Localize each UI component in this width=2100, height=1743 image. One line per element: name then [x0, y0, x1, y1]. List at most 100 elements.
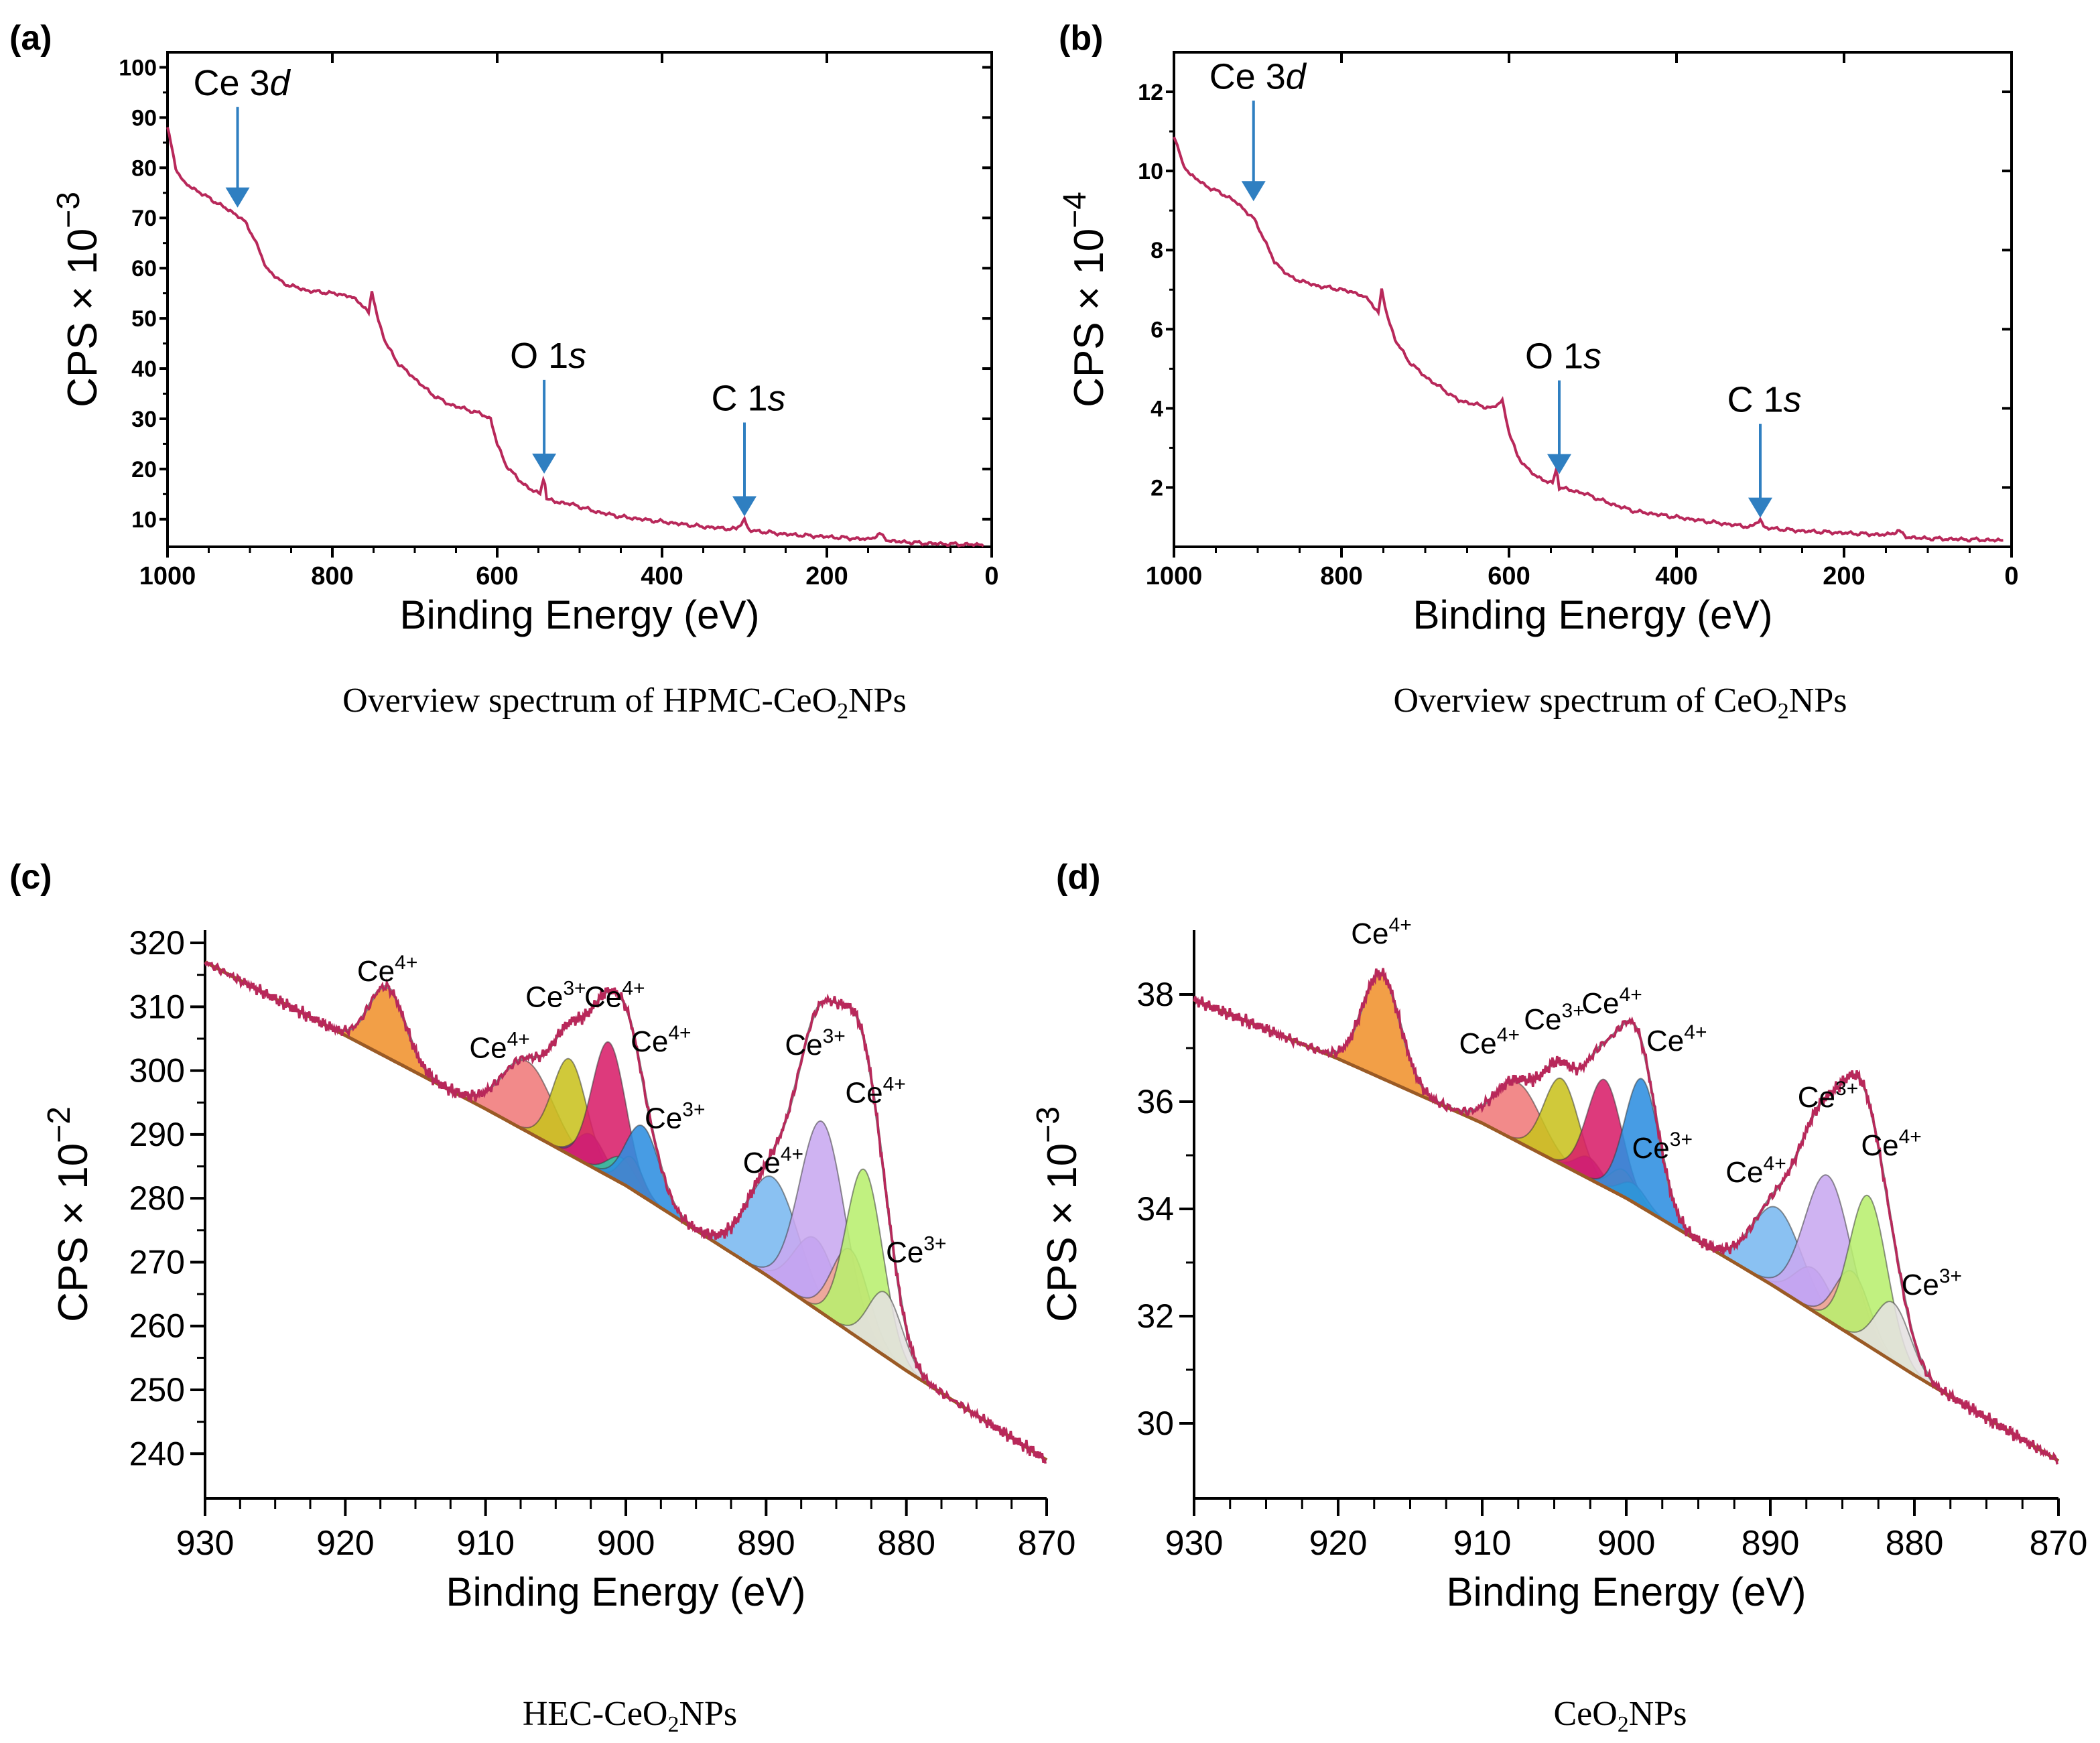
panel-a-peak-arrow-head: [532, 453, 557, 474]
panel-c-x-tick-label: 870: [1018, 1524, 1076, 1563]
panel-b-peak-label-text: Ce 3: [1209, 56, 1286, 96]
panel-d-oxidation-label-element: Ce: [1459, 1027, 1497, 1060]
panel-c-oxidation-label-charge: 3+: [923, 1232, 946, 1254]
panel-b-letter: (b): [1059, 19, 1103, 58]
panel-a-peak-label: Ce 3d: [193, 63, 291, 103]
panel-d-fit-envelope: [1193, 972, 2059, 1462]
panel-b-y-axis-label-text: CPS × 10: [1066, 229, 1112, 407]
panel-c-y-axis-label-text: CPS × 10: [50, 1143, 96, 1322]
panel-a-peak-label: C 1s: [711, 379, 785, 419]
panel-b-x-tick-label: 200: [1823, 562, 1865, 590]
panel-d-y-axis-label: CPS × 10−3: [1031, 1106, 1086, 1322]
panel-d-y-tick-label: 30: [1136, 1405, 1174, 1442]
panel-c-oxidation-label: Ce4+: [631, 1022, 691, 1058]
panel-c-oxidation-label-element: Ce: [469, 1032, 507, 1065]
panel-c-y-tick-label: 240: [129, 1435, 185, 1472]
panel-c-fit-envelope: [204, 960, 1048, 1462]
panel-a-y-tick-label: 50: [131, 306, 157, 332]
panel-d-y-axis-label-text: CPS × 10: [1039, 1143, 1086, 1322]
panel-b-x-tick-label: 800: [1320, 562, 1362, 590]
panel-c-oxidation-label-element: Ce: [845, 1076, 882, 1109]
panel-d-measured-spectrum: [1193, 968, 2059, 1465]
panel-a-peak-label: O 1s: [510, 336, 586, 376]
panel-b-y-axis-label-exponent: −4: [1057, 192, 1093, 229]
panel-c-x-axis-label: Binding Energy (eV): [446, 1569, 806, 1614]
panel-b-peak-label-orbital: d: [1286, 56, 1307, 96]
panel-c-y-axis-label-exponent: −2: [42, 1106, 77, 1143]
panel-d-oxidation-label-charge: 4+: [1684, 1021, 1707, 1043]
panel-c-oxidation-label-charge: 4+: [781, 1143, 803, 1165]
panel-c: (c) HEC-CeO2NPs 930 920 910 900 890 880 870 240…: [9, 858, 1075, 1737]
panel-b-x-tick-label: 600: [1488, 562, 1530, 590]
panel-b-peak-arrow-head: [1547, 454, 1571, 474]
panel-c-y-tick-label: 320: [129, 924, 185, 962]
panel-d-oxidation-label-element: Ce: [1861, 1129, 1898, 1162]
panel-c-oxidation-label-element: Ce: [886, 1236, 923, 1269]
panel-c-x-tick-label: 920: [316, 1524, 375, 1563]
panel-a: (a) Overview spectrum of HPMC-CeO2NPs 10…: [9, 19, 999, 724]
panel-c-y-tick-label: 250: [129, 1371, 185, 1409]
panel-b-x-tick-label: 0: [2004, 562, 2018, 590]
panel-a-peak-arrow-head: [225, 187, 250, 208]
panel-d-x-axis-label: Binding Energy (eV): [1447, 1569, 1807, 1614]
panel-a-y-tick-label: 20: [131, 457, 157, 482]
panel-d-x-tick-label: 920: [1309, 1524, 1368, 1563]
panel-a-x-tick-label: 0: [984, 562, 998, 590]
panel-d-letter: (d): [1056, 858, 1100, 897]
panel-b-peak-label-orbital: s: [1583, 336, 1601, 377]
panel-b-y-tick-label: 6: [1151, 317, 1163, 342]
panel-a-y-tick-label: 80: [131, 155, 157, 181]
panel-b-y-tick-label: 2: [1151, 475, 1163, 501]
panel-d-oxidation-label-element: Ce: [1524, 1003, 1561, 1036]
panel-c-oxidation-label-charge: 4+: [883, 1073, 906, 1095]
panel-a-x-tick-label: 400: [641, 562, 683, 590]
panel-d-oxidation-label: Ce4+: [1861, 1126, 1921, 1162]
panel-c-y-axis-label: CPS × 10−2: [42, 1106, 96, 1322]
panel-d-oxidation-label-element: Ce: [1725, 1156, 1763, 1189]
panel-d-x-tick-label: 930: [1165, 1524, 1224, 1563]
panel-a-x-axis-label: Binding Energy (eV): [400, 592, 760, 637]
panel-a-y-tick-label: 40: [131, 357, 157, 382]
panel-a-letter: (a): [9, 19, 52, 58]
panel-c-y-tick-label: 290: [129, 1116, 185, 1153]
panel-a-spectrum-line: [166, 127, 985, 547]
panel-d-oxidation-label-charge: 4+: [1899, 1126, 1922, 1148]
panel-d-oxidation-label-charge: 4+: [1620, 984, 1642, 1006]
panel-a-y-tick-label: 30: [131, 407, 157, 432]
panel-c-x-tick-label: 900: [597, 1524, 655, 1563]
panel-c-oxidation-label: Ce3+: [645, 1098, 705, 1135]
panel-d-oxidation-label-charge: 3+: [1835, 1078, 1858, 1100]
panel-c-oxidation-label-charge: 4+: [668, 1022, 691, 1044]
panel-d-oxidation-label: Ce3+: [1902, 1265, 1962, 1301]
panel-d-oxidation-label: Ce3+: [1524, 1000, 1584, 1036]
panel-d-oxidation-label-element: Ce: [1798, 1081, 1835, 1114]
panel-c-oxidation-label-charge: 4+: [622, 977, 645, 999]
panel-c-oxidation-label-element: Ce: [357, 955, 395, 988]
panel-b-y-tick-label: 8: [1151, 238, 1163, 263]
panel-a-caption: Overview spectrum of HPMC-CeO2NPs: [342, 682, 907, 724]
panel-d-oxidation-label-charge: 4+: [1764, 1153, 1786, 1175]
panel-d-x-tick-label: 870: [2030, 1524, 2088, 1563]
panel-b-caption: Overview spectrum of CeO2NPs: [1394, 682, 1847, 724]
panel-d-y-tick-label: 36: [1136, 1083, 1174, 1120]
panel-d-oxidation-label-charge: 3+: [1562, 1000, 1585, 1022]
panel-b-plot-frame: [1173, 51, 2013, 548]
panel-d-x-tick-label: 890: [1742, 1524, 1800, 1563]
panel-c-oxidation-label: Ce4+: [357, 952, 417, 988]
panel-d-oxidation-label: Ce3+: [1632, 1128, 1693, 1165]
panel-a-y-axis-label: CPS × 10−3: [51, 192, 106, 407]
panel-d-oxidation-label-element: Ce: [1351, 917, 1388, 950]
panel-a-peak-label-text: O 1: [510, 336, 568, 376]
panel-d-oxidation-label: Ce4+: [1351, 914, 1411, 950]
panel-c-oxidation-label: Ce4+: [743, 1143, 803, 1179]
panel-b-y-tick-label: 10: [1138, 159, 1163, 184]
panel-d-oxidation-label-charge: 4+: [1497, 1024, 1520, 1046]
panel-b-spectrum-line: [1173, 136, 2004, 543]
panel-a-y-axis-label-text: CPS × 10: [60, 229, 106, 407]
panel-d-oxidation-label-charge: 3+: [1939, 1265, 1962, 1287]
panel-d-y-tick-label: 34: [1136, 1190, 1174, 1228]
panel-d-oxidation-label: Ce4+: [1725, 1153, 1786, 1189]
panel-a-x-tick-label: 800: [311, 562, 353, 590]
panel-d-oxidation-label-charge: 3+: [1670, 1128, 1693, 1151]
panel-d-oxidation-label: Ce3+: [1798, 1078, 1858, 1114]
